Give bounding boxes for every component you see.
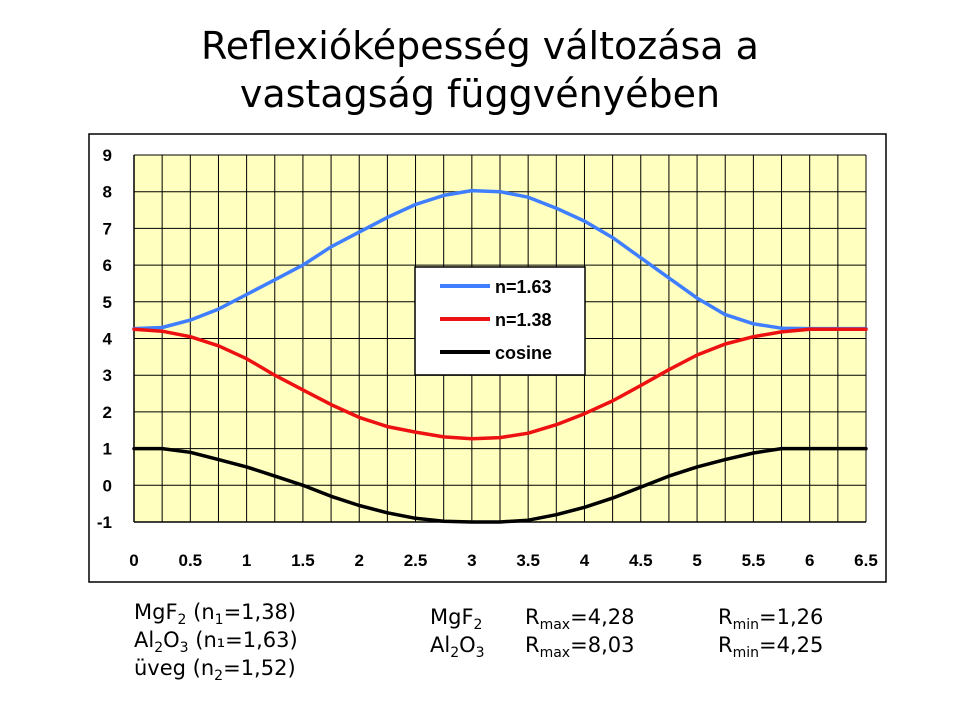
x-tick-label: 4 (580, 551, 590, 570)
y-tick-label: 0 (103, 476, 112, 495)
materials-list: MgF2 (n1=1,38) Al2O3 (n₁=1,63) üveg (n2=… (134, 598, 298, 685)
x-tick-label: 1.5 (291, 551, 315, 570)
x-tick-label: 3.5 (516, 551, 540, 570)
y-tick-label: 7 (103, 219, 112, 238)
y-tick-label: 4 (103, 330, 113, 349)
material-glass: üveg (n2=1,52) (134, 656, 296, 685)
legend-label: n=1.38 (495, 310, 552, 330)
y-tick-label: 6 (103, 256, 112, 275)
x-tick-label: 6.5 (854, 551, 878, 570)
x-tick-label: 5 (692, 551, 701, 570)
x-tick-label: 2 (354, 551, 363, 570)
material-mgf2: MgF2 (n1=1,38) (134, 600, 297, 629)
y-tick-label: 1 (103, 440, 112, 459)
material-al2o3: Al2O3 (n₁=1,63) (134, 628, 298, 657)
x-tick-label: 3 (467, 551, 476, 570)
y-tick-label: 9 (103, 146, 112, 165)
y-tick-label: 8 (103, 183, 112, 202)
x-tick-label: 6 (805, 551, 814, 570)
x-tick-label: 0.5 (178, 551, 202, 570)
title-line-1: Reflexióképesség változása a (201, 24, 759, 68)
legend-label: n=1.63 (495, 277, 552, 297)
x-tick-label: 4.5 (629, 551, 653, 570)
y-tick-label: 3 (103, 366, 112, 385)
legend-label: cosine (495, 343, 552, 363)
x-tick-label: 1 (242, 551, 251, 570)
x-tick-label: 2.5 (404, 551, 428, 570)
y-tick-label: 5 (103, 293, 112, 312)
title-line-2: vastagság függvényében (239, 72, 721, 116)
y-tick-label: -1 (97, 513, 112, 532)
x-tick-label: 5.5 (742, 551, 766, 570)
slide-title: Reflexióképesség változása a vastagság f… (0, 22, 960, 118)
y-tick-label: 2 (103, 403, 112, 422)
x-tick-label: 0 (129, 551, 138, 570)
